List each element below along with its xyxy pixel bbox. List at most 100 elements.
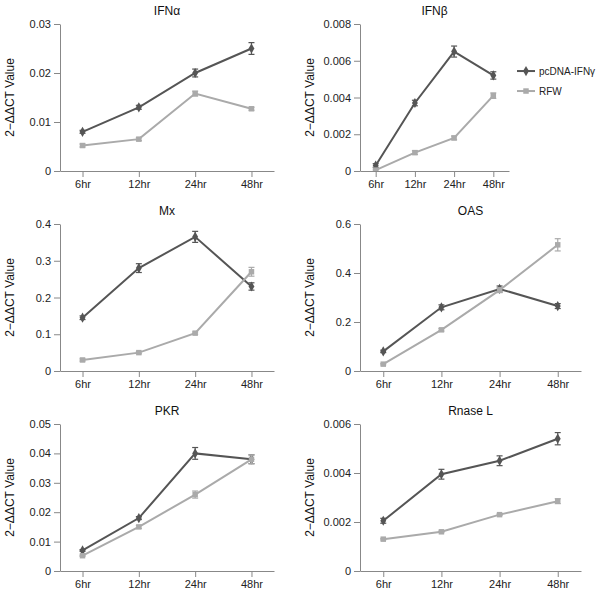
tick: 0.02 <box>30 67 60 79</box>
series <box>380 239 560 367</box>
marker <box>451 135 456 140</box>
error-bar <box>248 455 254 464</box>
tick-mark <box>195 171 196 177</box>
error-bar <box>248 43 254 55</box>
series <box>80 91 255 148</box>
tick: 12hr <box>404 171 426 190</box>
marker <box>439 327 444 332</box>
y-axis: 00.0020.0040.006 <box>323 418 360 577</box>
x-axis: 6hr12hr24hr48hr <box>361 571 582 590</box>
tick: 48hr <box>483 171 505 190</box>
series <box>373 46 497 171</box>
tick-mark <box>54 542 60 543</box>
tick-mark <box>251 571 252 577</box>
x-axis: 6hr12hr24hr48hr <box>61 571 275 590</box>
tick: 0 <box>345 365 360 377</box>
tick-mark <box>139 371 140 377</box>
marker <box>80 313 86 323</box>
error-bar <box>438 469 444 479</box>
tick-mark <box>500 371 501 377</box>
error-bar-cap <box>248 267 254 268</box>
tick-mark <box>139 171 140 177</box>
tick-mark <box>354 522 360 523</box>
tick: 24hr <box>489 371 511 390</box>
marker <box>80 143 85 148</box>
marker <box>381 361 386 366</box>
tick: 0.03 <box>30 477 60 489</box>
error-bar <box>451 46 457 57</box>
tick-mark <box>354 322 360 323</box>
axis-line <box>360 425 361 572</box>
tick-label: 0.05 <box>30 418 51 430</box>
tick: 12hr <box>431 371 453 390</box>
y-axis-label: 2−ΔΔCT Value <box>303 258 317 337</box>
series <box>380 433 560 526</box>
tick-label: 0.3 <box>36 255 51 267</box>
tick: 0.03 <box>30 18 60 30</box>
marker <box>438 302 444 312</box>
error-bar <box>248 455 254 464</box>
tick-mark <box>354 473 360 474</box>
tick-mark <box>558 371 559 377</box>
tick-label: 0.002 <box>323 516 351 528</box>
tick-label: 6hr <box>75 378 91 390</box>
tick-mark <box>251 371 252 377</box>
legend-marker <box>523 88 528 93</box>
error-bar <box>136 264 142 273</box>
tick-label: 12hr <box>404 178 426 190</box>
title: Rnase L <box>448 404 493 418</box>
tick-label: 0.04 <box>30 447 51 459</box>
error-bar-cap <box>248 454 254 455</box>
tick-mark <box>54 261 60 262</box>
axis-line <box>360 225 361 372</box>
tick-label: 0 <box>345 165 351 177</box>
tick-mark <box>54 453 60 454</box>
tick: 48hr <box>241 171 263 190</box>
panel: 00.010.020.036hr12hr24hr48hrIFNα2−ΔΔCT V… <box>3 4 275 190</box>
marker <box>192 232 198 242</box>
tick-label: 0.02 <box>30 67 51 79</box>
tick-mark <box>376 171 377 177</box>
tick: 0.02 <box>30 506 60 518</box>
marker <box>491 93 496 98</box>
error-bar <box>451 136 457 140</box>
title: IFNα <box>154 4 180 18</box>
line <box>383 439 557 521</box>
tick: 6hr <box>75 571 91 590</box>
tick: 0.002 <box>323 516 360 528</box>
tick-label: 0.002 <box>323 128 351 140</box>
tick: 6hr <box>75 171 91 190</box>
series <box>80 448 255 556</box>
tick-label: 48hr <box>241 578 263 590</box>
tick-mark <box>54 571 60 572</box>
x-axis: 6hr12hr24hr48hr <box>61 371 275 390</box>
series <box>80 455 255 559</box>
series <box>373 93 497 171</box>
tick: 48hr <box>241 371 263 390</box>
tick-mark <box>83 571 84 577</box>
title: OAS <box>458 204 483 218</box>
line <box>383 289 557 351</box>
tick-mark <box>54 334 60 335</box>
marker <box>381 536 386 541</box>
marker <box>192 330 197 335</box>
y-axis-label: 2−ΔΔCT Value <box>3 458 17 537</box>
marker <box>555 242 560 247</box>
error-bar-cap <box>248 454 254 455</box>
marker <box>192 448 198 458</box>
tick: 0.006 <box>323 418 360 430</box>
marker <box>249 106 254 111</box>
marker <box>490 70 496 80</box>
marker <box>80 127 86 137</box>
error-bar-cap <box>248 463 254 464</box>
tick: 6hr <box>75 371 91 390</box>
tick: 0.01 <box>30 536 60 548</box>
plot-area <box>380 239 560 367</box>
title: IFNβ <box>421 4 447 18</box>
tick: 6hr <box>376 571 392 590</box>
tick-label: 6hr <box>75 178 91 190</box>
y-axis: 00.010.020.030.040.05 <box>30 418 61 577</box>
error-bar-cap <box>192 447 198 448</box>
x-axis: 6hr12hr24hr48hr <box>361 171 510 190</box>
tick-label: 6hr <box>376 578 392 590</box>
